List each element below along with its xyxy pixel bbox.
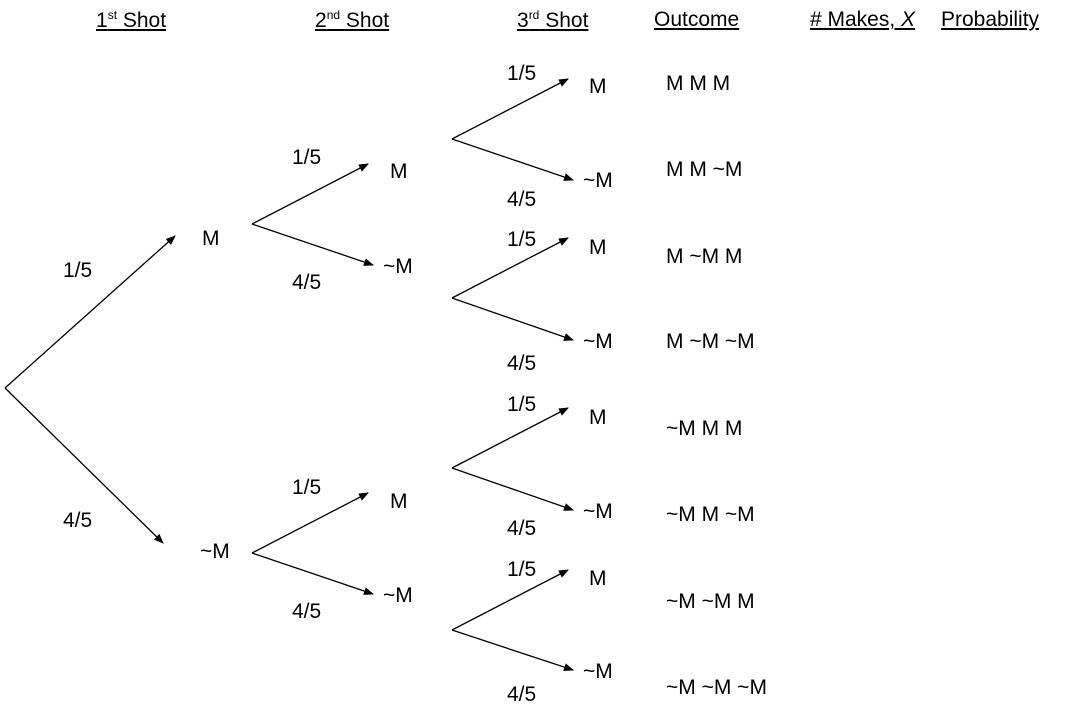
- branch-miss-to-m: [251, 492, 369, 554]
- prob-1-miss: 4/5: [63, 509, 93, 532]
- node-3-6: ~M: [583, 500, 613, 523]
- node-2-miss-miss: ~M: [383, 584, 413, 607]
- header-third-shot-suffix: rd: [528, 8, 540, 22]
- prob-3-8: 4/5: [507, 683, 537, 706]
- outcome-1: M M M: [666, 72, 731, 95]
- prob-3-3: 1/5: [507, 228, 537, 251]
- branch-missm-to-m: [451, 407, 569, 469]
- branch-m-to-miss: [251, 223, 374, 266]
- header-outcome: Outcome: [654, 8, 740, 31]
- node-3-5: M: [589, 406, 607, 429]
- prob-2-miss-make: 1/5: [292, 476, 322, 499]
- node-3-4: ~M: [583, 330, 613, 353]
- prob-3-6: 4/5: [507, 517, 537, 540]
- prob-3-2: 4/5: [507, 188, 537, 211]
- prob-1-make: 1/5: [63, 259, 93, 282]
- branch-mm-to-m: [451, 78, 569, 140]
- header-first-shot-number: 1: [96, 9, 108, 32]
- outcome-4: M ~M ~M: [666, 330, 755, 353]
- prob-2-m-make: 1/5: [292, 146, 322, 169]
- branch-mmiss-to-miss: [451, 297, 574, 341]
- node-2-miss-make: M: [390, 490, 408, 513]
- node-1-miss: ~M: [200, 540, 230, 563]
- prob-2-m-miss: 4/5: [292, 271, 322, 294]
- header-makes: # Makes, X: [810, 8, 915, 32]
- branch-root-to-miss: [4, 387, 164, 544]
- branch-missm-to-miss: [451, 467, 574, 511]
- outcome-3: M ~M M: [666, 245, 743, 268]
- header-first-shot-suffix: st: [107, 8, 118, 22]
- node-2-m-miss: ~M: [383, 255, 413, 278]
- header-makes-prefix: # Makes,: [810, 8, 902, 31]
- header-makes-variable: X: [901, 8, 916, 31]
- header-third-shot: 3rd Shot: [517, 8, 588, 33]
- node-3-8: ~M: [583, 660, 613, 683]
- node-3-2: ~M: [583, 169, 613, 192]
- node-1-make: M: [202, 227, 220, 250]
- header-second-shot-word: Shot: [345, 9, 390, 32]
- node-3-3: M: [589, 236, 607, 259]
- header-probability: Probability: [941, 8, 1040, 31]
- header-second-shot: 2nd Shot: [315, 8, 389, 33]
- outcome-8: ~M ~M ~M: [666, 676, 767, 699]
- prob-3-4: 4/5: [507, 352, 537, 375]
- header-first-shot: 1st Shot: [96, 8, 166, 33]
- header-first-shot-word: Shot: [122, 9, 167, 32]
- prob-3-1: 1/5: [507, 62, 537, 85]
- prob-2-miss-miss: 4/5: [292, 600, 322, 623]
- branch-missmiss-to-m: [451, 569, 569, 631]
- header-third-shot-number: 3: [517, 9, 529, 32]
- branch-mm-to-miss: [451, 138, 574, 181]
- outcome-5: ~M M M: [666, 417, 743, 440]
- branch-miss-to-miss: [251, 552, 374, 595]
- node-2-m-make: M: [390, 160, 408, 183]
- node-3-7: M: [589, 567, 607, 590]
- header-second-shot-suffix: nd: [326, 8, 341, 22]
- branch-mmiss-to-m: [451, 237, 569, 299]
- outcome-6: ~M M ~M: [666, 503, 755, 526]
- header-second-shot-number: 2: [315, 9, 327, 32]
- branch-m-to-m: [251, 163, 369, 225]
- outcome-7: ~M ~M M: [666, 590, 755, 613]
- prob-3-5: 1/5: [507, 393, 537, 416]
- node-3-1: M: [589, 75, 607, 98]
- prob-3-7: 1/5: [507, 558, 537, 581]
- header-third-shot-word: Shot: [545, 9, 589, 32]
- outcome-2: M M ~M: [666, 158, 743, 181]
- branch-missmiss-to-miss: [451, 629, 574, 671]
- branch-root-to-make: [4, 235, 176, 389]
